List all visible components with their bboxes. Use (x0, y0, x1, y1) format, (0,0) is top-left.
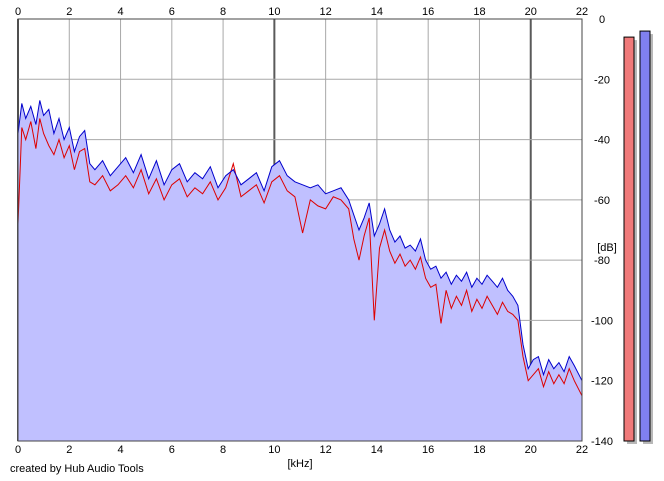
series-line-red (17, 118, 583, 397)
x-tick-label-bottom: 20 (525, 444, 537, 456)
x-tick-label-top: 18 (473, 6, 485, 18)
x-tick-label-bottom: 22 (576, 444, 588, 456)
x-tick-label-top: 4 (117, 6, 123, 18)
x-tick-label-top: 12 (320, 6, 332, 18)
y-tick-label: 0 (599, 14, 605, 26)
x-tick-label-bottom: 0 (15, 444, 21, 456)
x-tick-label-top: 8 (220, 6, 226, 18)
series-line-blue (17, 100, 583, 381)
x-tick-label-bottom: 16 (422, 444, 434, 456)
plot-border (17, 18, 583, 442)
x-tick-label-bottom: 10 (268, 444, 280, 456)
x-tick-label-top: 22 (576, 6, 588, 18)
spectrum-fill-area (18, 100, 582, 442)
y-tick-label: -140 (591, 436, 613, 448)
y-tick-label: -80 (594, 255, 610, 267)
chart-axes: 002244668810101212141416161818202022220-… (15, 6, 613, 456)
x-tick-label-bottom: 6 (169, 444, 175, 456)
y-tick-label: -100 (591, 315, 613, 327)
y-tick-label: -120 (591, 376, 613, 388)
x-tick-label-top: 16 (422, 6, 434, 18)
x-tick-label-bottom: 12 (320, 444, 332, 456)
x-tick-label-bottom: 18 (473, 444, 485, 456)
level-meter-bar (623, 36, 635, 442)
x-tick-label-top: 10 (268, 6, 280, 18)
x-tick-label-bottom: 4 (117, 444, 123, 456)
x-tick-label-bottom: 14 (371, 444, 383, 456)
y-axis-unit-label: [dB] (597, 242, 617, 254)
level-meter-bar (639, 30, 651, 442)
y-tick-label: -40 (594, 135, 610, 147)
x-axis-unit-label: [kHz] (287, 458, 312, 470)
spectrum-series (17, 100, 583, 397)
x-tick-label-top: 14 (371, 6, 383, 18)
level-meters (623, 30, 653, 445)
y-tick-label: -60 (594, 195, 610, 207)
x-tick-label-top: 20 (525, 6, 537, 18)
x-tick-label-top: 0 (15, 6, 21, 18)
x-tick-label-top: 6 (169, 6, 175, 18)
x-tick-label-bottom: 8 (220, 444, 226, 456)
spectrum-area (18, 100, 582, 442)
y-tick-label: -20 (594, 74, 610, 86)
credit-text: created by Hub Audio Tools (10, 463, 144, 475)
x-tick-label-top: 2 (66, 6, 72, 18)
x-tick-label-bottom: 2 (66, 444, 72, 456)
